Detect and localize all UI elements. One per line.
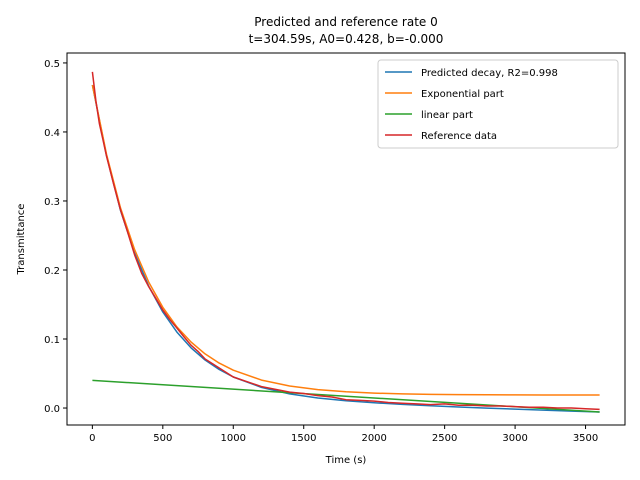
legend-label-3: linear part <box>421 110 473 121</box>
x-tick-label: 1000 <box>221 433 246 444</box>
y-tick-label: 0.5 <box>44 59 60 70</box>
x-tick-label: 500 <box>153 433 172 444</box>
legend-label-4: Reference data <box>421 131 497 142</box>
x-tick-label: 2500 <box>432 433 457 444</box>
plot-frame <box>66 52 626 426</box>
legend-label-1: Predicted decay, R2=0.998 <box>421 68 558 79</box>
chart-title-line-1: Predicted and reference rate 0 <box>254 15 437 29</box>
y-tick-label: 0.3 <box>44 197 60 208</box>
x-tick-label: 3000 <box>502 433 527 444</box>
x-tick-label: 1500 <box>291 433 316 444</box>
y-tick-label: 0.4 <box>44 128 60 139</box>
x-tick-label: 0 <box>89 433 95 444</box>
x-tick-label: 2000 <box>361 433 386 444</box>
series-layer <box>91 71 600 413</box>
ticks-layer: 0 500 1000 1500 2000 2500 3000 3500 0.0 0.1 0.2 0.3… <box>44 59 598 444</box>
x-tick-label: 3500 <box>573 433 598 444</box>
legend-label-2: Exponential part <box>421 89 504 100</box>
y-tick-label: 0.0 <box>44 404 60 415</box>
y-tick-label: 0.1 <box>44 335 60 346</box>
y-axis-label: Transmittance <box>16 204 27 276</box>
chart-title-line-2: t=304.59s, A0=0.428, b=-0.000 <box>249 32 444 46</box>
series-line-2 <box>91 84 600 396</box>
y-tick-label: 0.2 <box>44 266 60 277</box>
x-axis-label: Time (s) <box>325 455 367 466</box>
legend-box <box>377 59 619 149</box>
legend: Predicted decay, R2=0.998 Exponential par… <box>377 59 619 149</box>
series-line-4 <box>91 71 600 411</box>
